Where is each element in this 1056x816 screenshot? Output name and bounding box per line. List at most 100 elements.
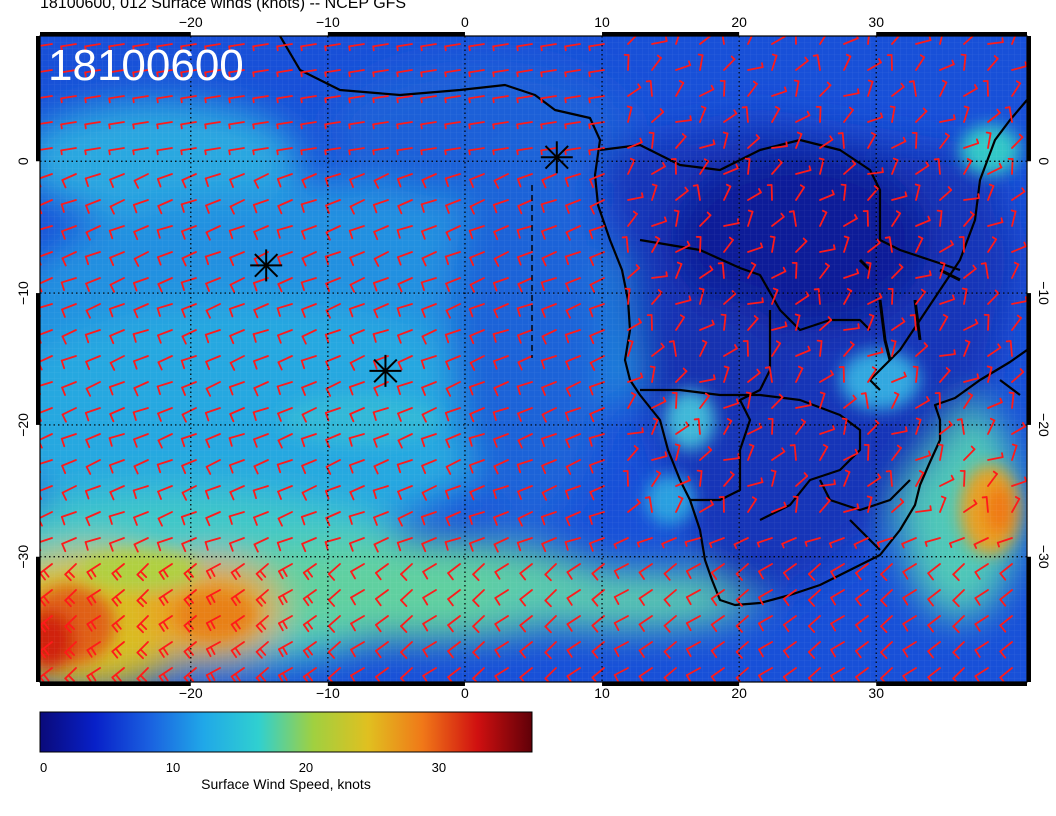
wind-barb [867,185,879,201]
wind-barb [651,54,662,71]
wind-barb [445,381,461,397]
wind-barb [180,147,197,156]
wind-barb [132,121,149,130]
wind-barb [255,563,269,581]
wind-barb [300,69,317,78]
wind-barb [795,165,812,175]
wind-barb [675,495,684,513]
wind-barb [422,589,437,606]
wind-barb [867,238,881,253]
wind-barb [84,485,101,500]
wind-barb [445,199,461,214]
wind-barb [276,459,293,474]
wind-barb [747,262,757,279]
wind-barb [636,537,653,548]
wind-barb [276,173,293,188]
wind-barb [156,147,173,156]
wind-barb [229,485,245,501]
wind-barb [111,563,125,581]
colorbar-ticks: 0 10 20 30 [40,760,446,775]
wind-barb [108,43,125,52]
wind-barb [939,36,943,45]
wind-barb [963,499,978,513]
wind-barb [40,563,53,581]
wind-barb [699,84,715,97]
wind-barb [758,589,773,606]
wind-barb [348,95,365,104]
wind-barb [85,303,101,319]
wind-barb [156,381,173,395]
wind-barb [228,225,245,240]
wind-barb [782,563,797,581]
wind-barb [444,69,461,78]
wind-barb [494,589,509,606]
wind-barb [747,422,763,435]
wind-barb [813,288,821,305]
wind-barb [651,417,659,435]
wind-barb [693,418,701,435]
wind-barb [589,459,605,474]
wind-barb [372,43,389,52]
wind-barb [447,667,461,682]
wind-barb [156,459,173,474]
wind-barb [541,381,557,396]
wind-barb [891,317,906,331]
wind-barb [445,511,461,527]
wind-barb [40,95,53,99]
wind-barb [723,398,740,409]
wind-barb [348,43,365,52]
wind-barb [675,133,687,149]
wind-barb [638,641,653,658]
wind-barb [771,501,787,513]
wind-barb [843,235,850,253]
wind-barb [819,209,828,227]
wind-barb [109,277,125,293]
wind-barb [492,121,509,130]
wind-barb [420,511,437,526]
wind-barb [770,469,777,487]
wind-barb [939,59,955,71]
wind-barb [1011,187,1026,201]
wind-barb [939,114,956,123]
wind-barb [350,563,365,580]
wind-barb [843,268,860,279]
wind-barb [84,147,101,156]
wind-barb [327,641,341,659]
wind-barb [589,199,605,215]
wind-barb [157,407,173,422]
wind-barb [492,199,509,214]
wind-barb [156,95,173,104]
wind-barb [445,303,461,319]
wind-barb [795,184,806,201]
wind-barb [447,563,461,581]
wind-barb [40,615,53,633]
wind-barb [541,303,557,318]
wind-barb [133,459,149,475]
wind-barb [939,474,955,487]
wind-barb [133,433,149,448]
wind-barb [372,277,389,292]
wind-barb [61,537,77,553]
wind-barb [889,105,896,123]
tick-labels: −20 −20 −10 −10 0 0 10 10 20 20 30 30 0 0 −10 −10 −20 −20… [15,14,1052,700]
wind-barb [348,303,365,318]
wind-barb [807,589,821,607]
wind-barb [132,95,149,104]
wind-barb [300,199,317,213]
wind-barb [204,537,221,551]
wind-barb [397,485,413,500]
wind-barb [795,418,806,435]
axis-bar-left [36,556,40,682]
wind-barb [915,342,929,357]
wind-barb [540,277,557,291]
wind-barb [838,366,845,383]
wind-barb [758,667,773,682]
wind-barb [565,355,581,371]
lat-tick-label-right: −30 [1036,545,1052,569]
wind-barb [348,147,365,156]
wind-barb [444,485,461,500]
wind-barb [987,162,1003,175]
wind-barb [723,471,735,487]
wind-barb [961,287,968,305]
wind-barb [396,537,413,552]
